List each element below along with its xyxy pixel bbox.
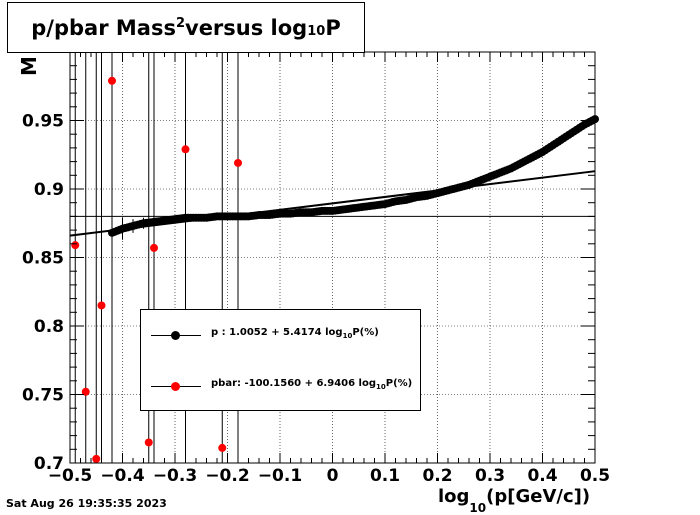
timestamp: Sat Aug 26 19:35:35 2023 — [6, 497, 167, 510]
chart-title: p/pbar Mass 2 versus log 10 P — [7, 2, 365, 53]
legend-marker-pbar — [171, 382, 180, 391]
legend-label-p-post: P(%) — [352, 327, 379, 338]
legend-label-pbar-pre: pbar: -100.1560 + 6.9406 log — [211, 378, 376, 389]
legend-marker-p — [171, 331, 180, 340]
axis-ticks — [69, 51, 596, 464]
title-sub: 10 — [307, 24, 326, 39]
x-axis-label-pre: log — [438, 486, 470, 507]
data-point-pbar — [108, 76, 116, 85]
x-tick-label: −0.3 — [153, 466, 197, 486]
legend-entry-pbar: pbar: -100.1560 + 6.9406 log10P(%) — [141, 376, 420, 396]
y-tick-label: 0.7 — [34, 454, 64, 474]
title-sup: 2 — [175, 16, 185, 31]
x-tick-label: 0.1 — [370, 466, 400, 486]
legend-entry-p: p : 1.0052 + 5.4174 log10P(%) — [141, 325, 420, 345]
data-point-pbar — [71, 241, 80, 250]
title-mid: versus log — [185, 15, 308, 40]
x-tick-label: 0.3 — [475, 466, 505, 486]
x-tick-label: 0.5 — [580, 466, 610, 486]
x-tick-label: −0.1 — [258, 466, 302, 486]
data-point-pbar — [150, 243, 158, 252]
y-tick-label: 0.95 — [22, 112, 64, 132]
x-tick-label: −0.2 — [205, 466, 249, 486]
legend-label-pbar-post: P(%) — [385, 378, 413, 389]
x-tick-label: −0.5 — [48, 466, 92, 486]
x-tick-label: −0.4 — [100, 466, 145, 486]
legend-label-pbar: pbar: -100.1560 + 6.9406 log10P(%) — [211, 378, 412, 391]
data-point-pbar — [218, 443, 227, 452]
legend-label-pbar-sub: 10 — [376, 383, 386, 391]
y-tick-label: 0.75 — [22, 386, 64, 406]
legend-label-p-sub: 10 — [342, 332, 353, 340]
data-point-pbar — [181, 145, 190, 154]
y-tick-label: 0.85 — [22, 249, 64, 269]
series-pbar — [71, 52, 242, 463]
series-p — [108, 115, 599, 250]
x-tick-label: 0 — [327, 466, 339, 486]
data-point-pbar — [234, 158, 242, 167]
y-tick-label: 0.9 — [34, 180, 64, 200]
data-series — [71, 52, 599, 463]
title-end: P — [325, 15, 341, 40]
legend-label-p: p : 1.0052 + 5.4174 log10P(%) — [211, 327, 379, 340]
x-tick-label: 0.4 — [527, 466, 557, 486]
legend: p : 1.0052 + 5.4174 log10P(%) pbar: -100… — [140, 309, 421, 411]
data-point-pbar — [81, 387, 90, 396]
y-axis-label: M — [17, 56, 41, 76]
x-tick-label: 0.2 — [422, 466, 452, 486]
y-tick-label: 0.8 — [34, 317, 64, 337]
axis-tick-labels: −0.5 −0.4 −0.3 −0.2 −0.1 0 0.1 0.2 0.3 0.4 0.5 0.7 0… — [22, 112, 610, 487]
title-main: p/pbar Mass — [31, 15, 176, 40]
x-axis-label-sub: 10 — [469, 500, 487, 515]
data-point-pbar — [97, 301, 106, 310]
legend-label-p-pre: p : 1.0052 + 5.4174 log — [211, 327, 343, 338]
data-point-pbar — [144, 438, 153, 447]
x-axis-label-post: (p[GeV/c]) — [486, 486, 591, 507]
data-point-pbar — [92, 454, 101, 463]
x-axis-label: log10(p[GeV/c]) — [438, 486, 591, 515]
